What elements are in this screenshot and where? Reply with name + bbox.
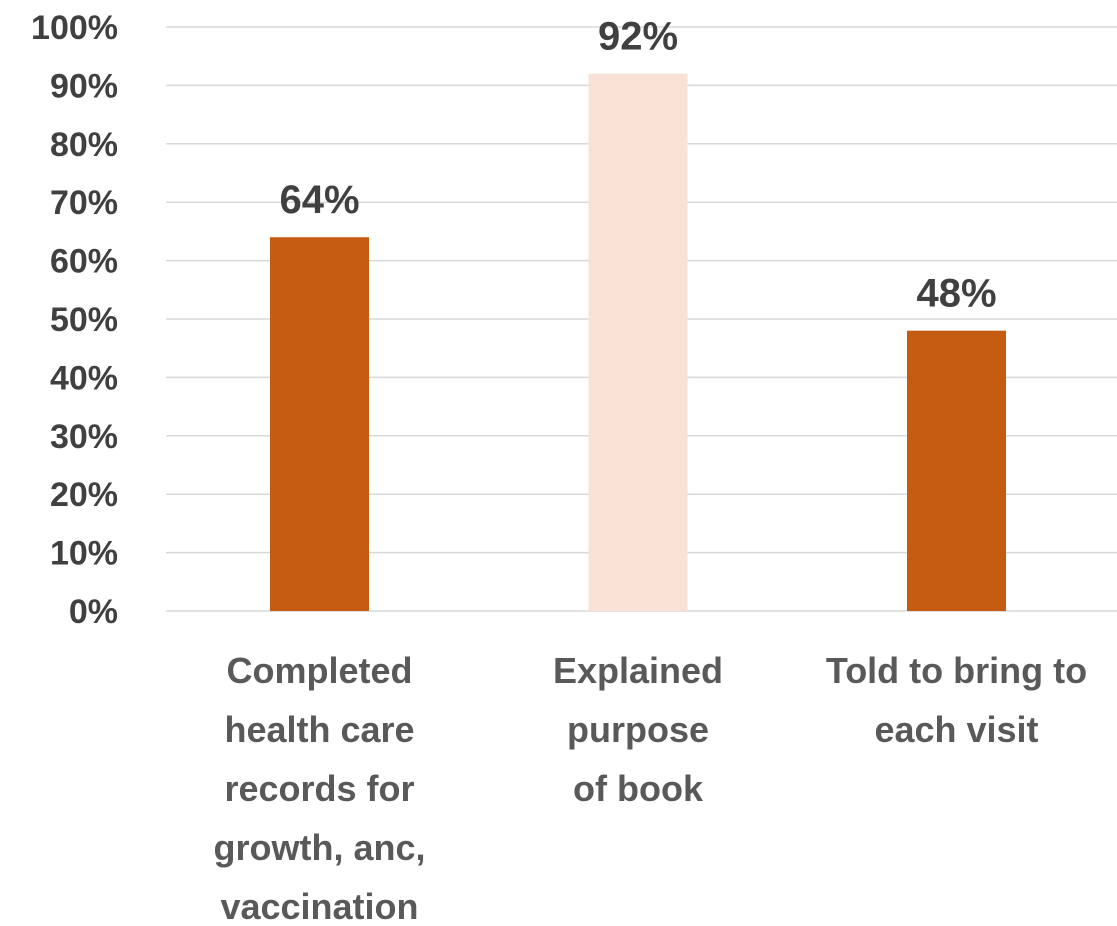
y-tick-label: 0% — [69, 593, 118, 631]
category-label-line: health care — [224, 709, 414, 750]
category-label-line: vaccination — [220, 886, 418, 926]
category-label-2: Explained purpose of book — [553, 650, 723, 809]
category-label-line: Told to bring to — [826, 650, 1087, 691]
category-label-line: records for — [224, 768, 414, 809]
category-label-line: each visit — [874, 709, 1038, 750]
bars — [270, 73, 1006, 612]
category-label-line: of book — [573, 768, 704, 809]
y-tick-label: 80% — [50, 126, 118, 164]
data-label-3: 48% — [916, 272, 996, 316]
y-tick-label: 30% — [50, 418, 118, 456]
category-label-line: purpose — [567, 709, 709, 750]
y-tick-label: 60% — [50, 243, 118, 281]
y-axis-tick-labels: 0% 10% 20% 30% 40% 50% 60% 70% 80% 90% 100% — [31, 9, 118, 631]
bar-2 — [588, 73, 688, 612]
category-label-line: Completed — [226, 650, 412, 691]
y-tick-label: 20% — [50, 476, 118, 514]
data-labels: 64% 92% 48% — [279, 15, 996, 316]
y-tick-label: 10% — [50, 535, 118, 573]
data-label-1: 64% — [279, 178, 359, 222]
category-label-1: Completed health care records for growth, a… — [213, 650, 425, 926]
bar-3 — [907, 330, 1006, 611]
category-labels: Completed health care records for growth, a… — [213, 650, 1087, 926]
category-label-line: growth, anc, — [213, 827, 425, 868]
y-tick-label: 90% — [50, 67, 118, 105]
bar-1 — [270, 237, 369, 612]
y-tick-label: 100% — [31, 9, 118, 47]
category-label-line: Explained — [553, 650, 723, 691]
y-tick-label: 50% — [50, 301, 118, 339]
data-label-2: 92% — [598, 15, 678, 59]
y-tick-label: 70% — [50, 184, 118, 222]
y-tick-label: 40% — [50, 359, 118, 397]
category-label-3: Told to bring to each visit — [826, 650, 1087, 750]
